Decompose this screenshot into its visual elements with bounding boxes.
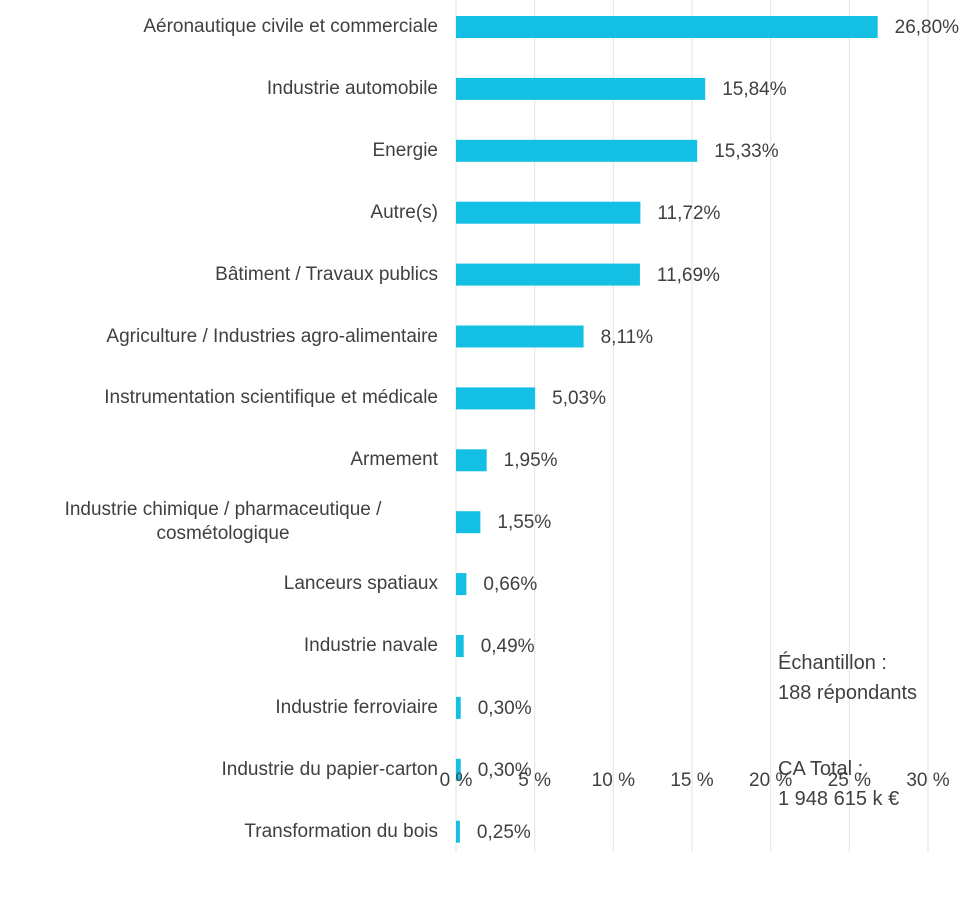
category-label: Energie bbox=[0, 121, 439, 181]
x-tick-label: 20 % bbox=[749, 770, 793, 791]
category-label: Agriculture / Industries agro-alimentair… bbox=[0, 307, 438, 367]
category-label-text: Lanceurs spatiaux bbox=[283, 573, 438, 595]
x-tick-label: 30 % bbox=[906, 770, 950, 791]
category-label: Industrie automobile bbox=[0, 59, 438, 119]
category-label-text: Industrie navale bbox=[303, 635, 438, 656]
bar bbox=[456, 696, 461, 719]
value-label: 26,80% bbox=[894, 17, 960, 38]
bar bbox=[456, 635, 464, 657]
x-tick-label: 15 % bbox=[670, 770, 714, 791]
category-label-text: Energie bbox=[372, 139, 439, 161]
value-label: 0,66% bbox=[483, 574, 538, 596]
category-label: Instrumentation scientifique et médicale bbox=[0, 368, 438, 428]
category-label-text: Industrie chimique / pharmaceutique / co… bbox=[64, 499, 382, 545]
bar bbox=[456, 449, 487, 472]
category-label: Armement bbox=[0, 430, 438, 490]
value-label: 0,25% bbox=[476, 821, 531, 843]
x-tick-label: 10 % bbox=[591, 770, 635, 791]
bar bbox=[456, 325, 584, 348]
category-label-text: Armement bbox=[350, 449, 438, 471]
category-label-text: Autre(s) bbox=[370, 201, 438, 223]
value-label: 0,30% bbox=[477, 697, 532, 719]
bar bbox=[456, 387, 536, 410]
bar bbox=[456, 758, 461, 781]
category-label: Transformation du bois bbox=[0, 802, 438, 862]
category-label-text: Instrumentation scientifique et médicale bbox=[104, 387, 438, 409]
category-label: Industrie ferroviaire bbox=[0, 678, 438, 738]
value-label: 8,11% bbox=[600, 326, 654, 348]
category-label: Industrie navale bbox=[0, 616, 438, 676]
value-label: 0,30% bbox=[477, 759, 532, 781]
annotation: CA Total : 1 948 615 k € bbox=[778, 758, 900, 810]
category-label: Industrie du papier-carton bbox=[0, 740, 438, 800]
category-label: Autre(s) bbox=[0, 183, 438, 243]
value-label: 15,84% bbox=[722, 78, 787, 100]
value-label: 11,72% bbox=[657, 202, 721, 224]
category-label: Bâtiment / Travaux publics bbox=[0, 245, 438, 305]
category-label: Industrie chimique / pharmaceutique / co… bbox=[0, 492, 438, 552]
bar bbox=[456, 573, 467, 596]
bar bbox=[456, 201, 641, 224]
value-label: 15,33% bbox=[714, 140, 779, 162]
value-label: 11,69% bbox=[656, 264, 720, 286]
bar bbox=[456, 139, 698, 162]
category-label-text: Agriculture / Industries agro-alimentair… bbox=[106, 325, 438, 347]
category-label-text: Aéronautique civile et commerciale bbox=[143, 16, 438, 37]
x-tick-label: 0 % bbox=[439, 770, 473, 791]
category-label-text: Industrie du papier-carton bbox=[221, 758, 438, 780]
category-label-text: Transformation du bois bbox=[244, 820, 438, 842]
category-label: Lanceurs spatiaux bbox=[0, 554, 438, 614]
value-label: 0,49% bbox=[480, 636, 535, 657]
bar bbox=[456, 263, 640, 286]
x-tick-label: 25 % bbox=[827, 770, 871, 791]
category-label-text: Industrie automobile bbox=[266, 77, 438, 99]
category-label-text: Industrie ferroviaire bbox=[275, 696, 438, 718]
value-label: 1,55% bbox=[497, 512, 552, 534]
bar bbox=[456, 820, 460, 843]
bar bbox=[456, 511, 481, 534]
category-label-text: Bâtiment / Travaux publics bbox=[215, 263, 438, 285]
value-label: 1,95% bbox=[503, 450, 558, 472]
annotation: Échantillon : 188 répondants bbox=[778, 652, 918, 704]
value-label: 5,03% bbox=[552, 388, 606, 410]
category-label: Aéronautique civile et commerciale bbox=[0, 0, 438, 57]
bar bbox=[456, 16, 878, 38]
bar bbox=[456, 77, 706, 100]
x-tick-label: 5 % bbox=[518, 770, 552, 791]
